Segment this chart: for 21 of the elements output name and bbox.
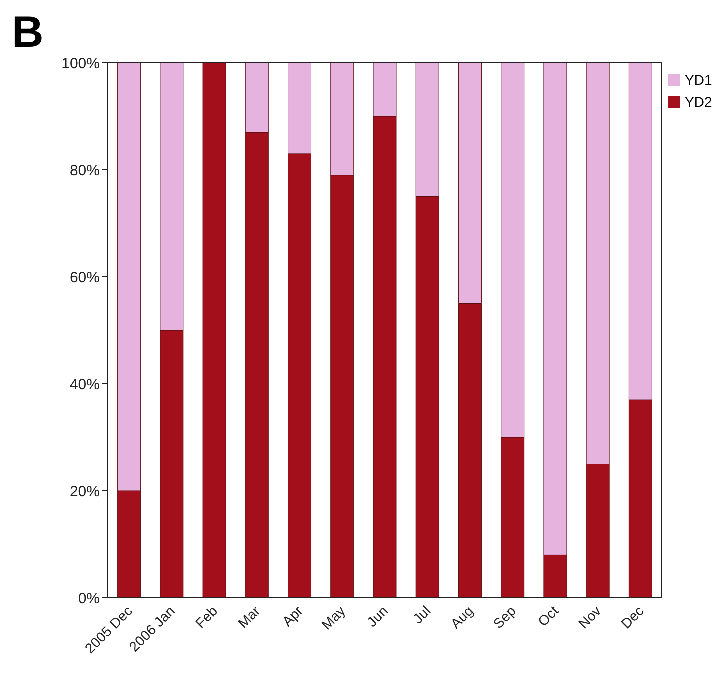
x-tick-label: Jun (364, 602, 392, 630)
y-tick-label: 40% (70, 376, 100, 394)
x-tick-label: Aug (447, 602, 476, 632)
bar (202, 63, 226, 598)
x-tick-label: Jul (410, 602, 434, 627)
y-tick-label: 100% (62, 55, 100, 72)
y-tick-label: 80% (70, 162, 100, 180)
x-tick-label: Feb (192, 602, 221, 632)
x-tick-label: May (318, 602, 349, 633)
x-tick-label: Dec (618, 602, 647, 632)
x-tick-label: Apr (279, 602, 306, 630)
y-tick-label: 20% (70, 483, 100, 500)
x-tick-label: Oct (534, 602, 562, 630)
legend-label: YD2 (685, 94, 712, 110)
x-tick-label: Sep (490, 602, 520, 632)
y-tick-label: 60% (70, 269, 100, 286)
legend-label: YD1 (685, 72, 712, 88)
y-tick-label: 0% (78, 590, 100, 608)
x-tick-label: Nov (575, 602, 604, 632)
chart-title: B (12, 8, 44, 58)
x-tick-label: Mar (234, 602, 264, 632)
